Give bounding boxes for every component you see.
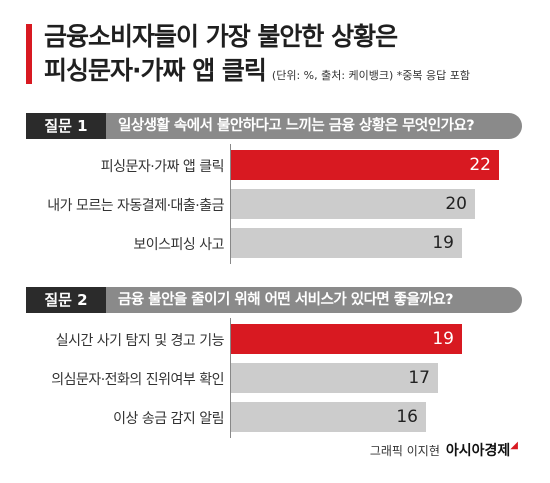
credit: 그래픽 이지현 아시아경제◢ (370, 440, 518, 460)
question-2-axis-line (230, 318, 231, 438)
title-line-1: 금융소비자들이 가장 불안한 상황은 (44, 22, 398, 51)
question-2-bar (231, 402, 426, 432)
title-note: (단위: %, 출처: 케이뱅크) *중복 응답 포함 (271, 69, 471, 82)
question-2-value-label: 19 (432, 329, 454, 349)
question-2-bar (231, 324, 462, 354)
question-1-value-label: 22 (469, 155, 491, 175)
question-2-value-label: 17 (408, 368, 430, 388)
question-1-category-label: 보이스피싱 사고 (133, 237, 224, 253)
question-1-bar (231, 228, 462, 258)
question-2-tag: 질문 2 (26, 287, 106, 313)
question-2-header: 질문 2 금융 불안을 줄이기 위해 어떤 서비스가 있다면 좋을까요? (26, 287, 522, 313)
question-1-value-label: 19 (432, 233, 454, 253)
question-1-category-label: 피싱문자·가짜 앱 클릭 (100, 159, 225, 175)
chart-title: 금융소비자들이 가장 불안한 상황은 피싱문자·가짜 앱 클릭 (단위: %, 출… (44, 20, 470, 93)
brand-logo-text: 아시아경제 (445, 443, 511, 459)
question-1-text: 일상생활 속에서 불안하다고 느끼는 금융 상황은 무엇인가요? (118, 118, 475, 134)
question-1-tag: 질문 1 (26, 113, 106, 139)
question-2-value-label: 16 (396, 407, 418, 427)
question-1-axis-line (230, 144, 231, 264)
question-1-value-label: 20 (445, 194, 467, 214)
credit-text: 그래픽 이지현 (369, 444, 440, 458)
question-2-bar (231, 363, 438, 393)
question-2-category-label: 의심문자·전화의 진위여부 확인 (51, 372, 224, 388)
question-1-bar (231, 150, 499, 180)
question-2-text: 금융 불안을 줄이기 위해 어떤 서비스가 있다면 좋을까요? (118, 292, 454, 308)
question-2-category-label: 이상 송금 감지 알림 (113, 411, 224, 427)
question-1-bar (231, 189, 475, 219)
brand-mark-icon: ◢ (510, 440, 518, 451)
question-1-header: 질문 1 일상생활 속에서 불안하다고 느끼는 금융 상황은 무엇인가요? (26, 113, 522, 139)
question-1-category-label: 내가 모르는 자동결제·대출·출금 (47, 198, 224, 214)
question-2-category-label: 실시간 사기 탐지 및 경고 기능 (55, 333, 225, 349)
title-accent-bar (26, 24, 32, 84)
title-line-2: 피싱문자·가짜 앱 클릭 (단위: %, 출처: 케이뱅크) *중복 응답 포함 (44, 54, 470, 93)
title-line-2-text: 피싱문자·가짜 앱 클릭 (44, 56, 267, 85)
